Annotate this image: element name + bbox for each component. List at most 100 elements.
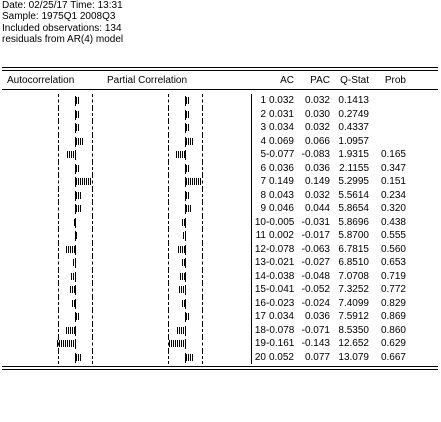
ac-upper-limit [92,94,93,108]
ac-lower-limit [58,296,59,310]
pac-axis [185,285,186,295]
pac-axis [185,352,186,363]
pac-upper-limit [202,283,203,297]
ac-lower-limit [58,161,59,175]
ac-lower-limit [58,350,59,364]
pac-upper-limit [202,134,203,148]
pac-bar [186,124,190,131]
pac-upper-limit [202,350,203,364]
pac-cell: -0.024 [301,297,330,309]
pac-cell: -0.017 [301,230,330,241]
ac-bar [72,299,75,307]
ac-axis [75,271,76,282]
pac-lower-limit [168,310,169,324]
ac-axis [75,258,76,268]
lag-cell: 12 [254,243,266,255]
table-row: 3 0.034 0.032 0.4337 [0,121,441,135]
ac-axis [75,163,76,174]
pac-lower-limit [168,350,169,364]
ac-upper-limit [92,256,93,270]
pac-axis [185,312,186,322]
lag-cell: 3 [260,122,266,133]
ac-bar [57,340,75,347]
table-row: 14 -0.038 -0.048 7.0708 0.719 [0,269,441,283]
pac-cell: 0.077 [304,351,330,363]
ac-axis [75,312,76,322]
lag-cell: 10 [254,216,266,228]
pac-lower-limit [168,188,169,202]
ac-axis [75,109,76,120]
lag-cell: 9 [260,203,266,214]
ac-axis [75,150,76,160]
pac-cell: 0.044 [304,203,330,214]
lag-separator [251,202,252,216]
ac-lower-limit [58,269,59,283]
ac-lower-limit [58,202,59,216]
ac-upper-limit [92,121,93,135]
pac-bar [186,353,195,361]
qstat-cell: 0.2749 [338,108,369,120]
ac-cell: 0.034 [268,122,294,133]
table-row: 2 0.031 0.030 0.2749 [0,107,441,121]
qstat-cell: 5.8654 [338,203,369,214]
pac-lower-limit [168,134,169,148]
ac-upper-limit [92,323,93,337]
pac-cell: -0.143 [301,338,330,349]
pac-cell: -0.048 [301,270,330,282]
pac-cell: 0.036 [304,311,330,322]
ac-bar [66,245,75,253]
pac-bar [175,151,185,158]
prob-cell: 0.653 [380,257,406,268]
ac-lower-limit [58,175,59,189]
ac-upper-limit [92,215,93,229]
lag-cell: 5 [260,149,266,160]
ac-axis [75,231,76,241]
ac-axis [75,244,76,255]
ac-bar [76,97,80,104]
ac-lower-limit [58,121,59,135]
lag-cell: 6 [260,162,266,174]
sample-line: Sample: 1975Q1 2008Q3 [2,11,116,23]
pac-lower-limit [168,337,169,351]
pac-lower-limit [168,215,169,229]
ac-cell: 0.002 [268,230,294,241]
ac-cell: 0.052 [268,351,294,363]
lag-separator [251,229,252,243]
ac-cell: 0.046 [268,203,294,214]
lag-separator [251,148,252,162]
pac-axis [185,204,186,214]
table-row: 10 -0.005 -0.031 5.8696 0.438 [0,215,441,229]
table-row: 18 -0.078 -0.071 8.5350 0.860 [0,323,441,337]
lag-cell: 17 [254,311,266,322]
bottom-rule [2,366,438,367]
pac-axis [185,150,186,160]
table-row: 11 0.002 -0.017 5.8700 0.555 [0,229,441,243]
prob-cell: 0.772 [380,284,406,295]
qstat-cell: 2.1155 [339,162,369,174]
pac-axis [185,136,186,147]
table-row: 8 0.043 0.032 5.5614 0.234 [0,188,441,202]
col-header-prob: Prob [384,75,406,86]
lag-separator [251,175,252,189]
table-row: 6 0.036 0.036 2.1155 0.347 [0,161,441,175]
qstat-cell: 8.5350 [338,324,369,336]
ac-axis [75,136,76,147]
ac-cell: 0.031 [268,108,294,120]
pac-cell: -0.063 [301,243,330,255]
pac-cell: -0.083 [301,149,330,160]
ac-upper-limit [92,188,93,202]
pac-bar [186,205,191,212]
pac-axis [185,190,186,201]
table-row: 20 0.052 0.077 13.079 0.667 [0,350,441,364]
table-row: 7 0.149 0.149 5.2995 0.151 [0,175,441,189]
lag-separator [251,188,252,202]
pac-cell: 0.036 [304,162,330,174]
pac-axis [185,123,186,133]
pac-upper-limit [202,121,203,135]
qstat-cell: 0.1413 [338,95,369,106]
pac-bar [179,286,185,293]
ac-cell: -0.078 [266,243,295,255]
lag-cell: 18 [254,324,266,336]
pac-upper-limit [202,94,203,108]
pac-upper-limit [202,269,203,283]
